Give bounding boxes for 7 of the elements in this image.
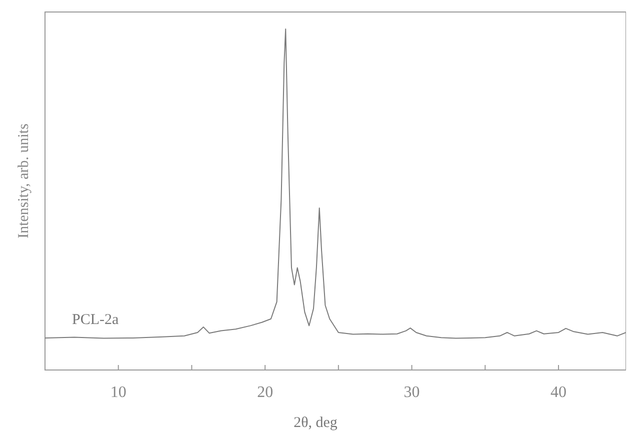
x-axis-title: 2θ, deg [294, 415, 338, 431]
y-axis-title: Intensity, arb. units [16, 123, 32, 238]
x-tick-label: 10 [110, 384, 126, 401]
x-tick-label: 20 [257, 384, 274, 401]
series-label: PCL-2a [72, 312, 120, 328]
x-tick-label: 40 [550, 384, 567, 401]
x-tick-label: 30 [404, 384, 420, 401]
